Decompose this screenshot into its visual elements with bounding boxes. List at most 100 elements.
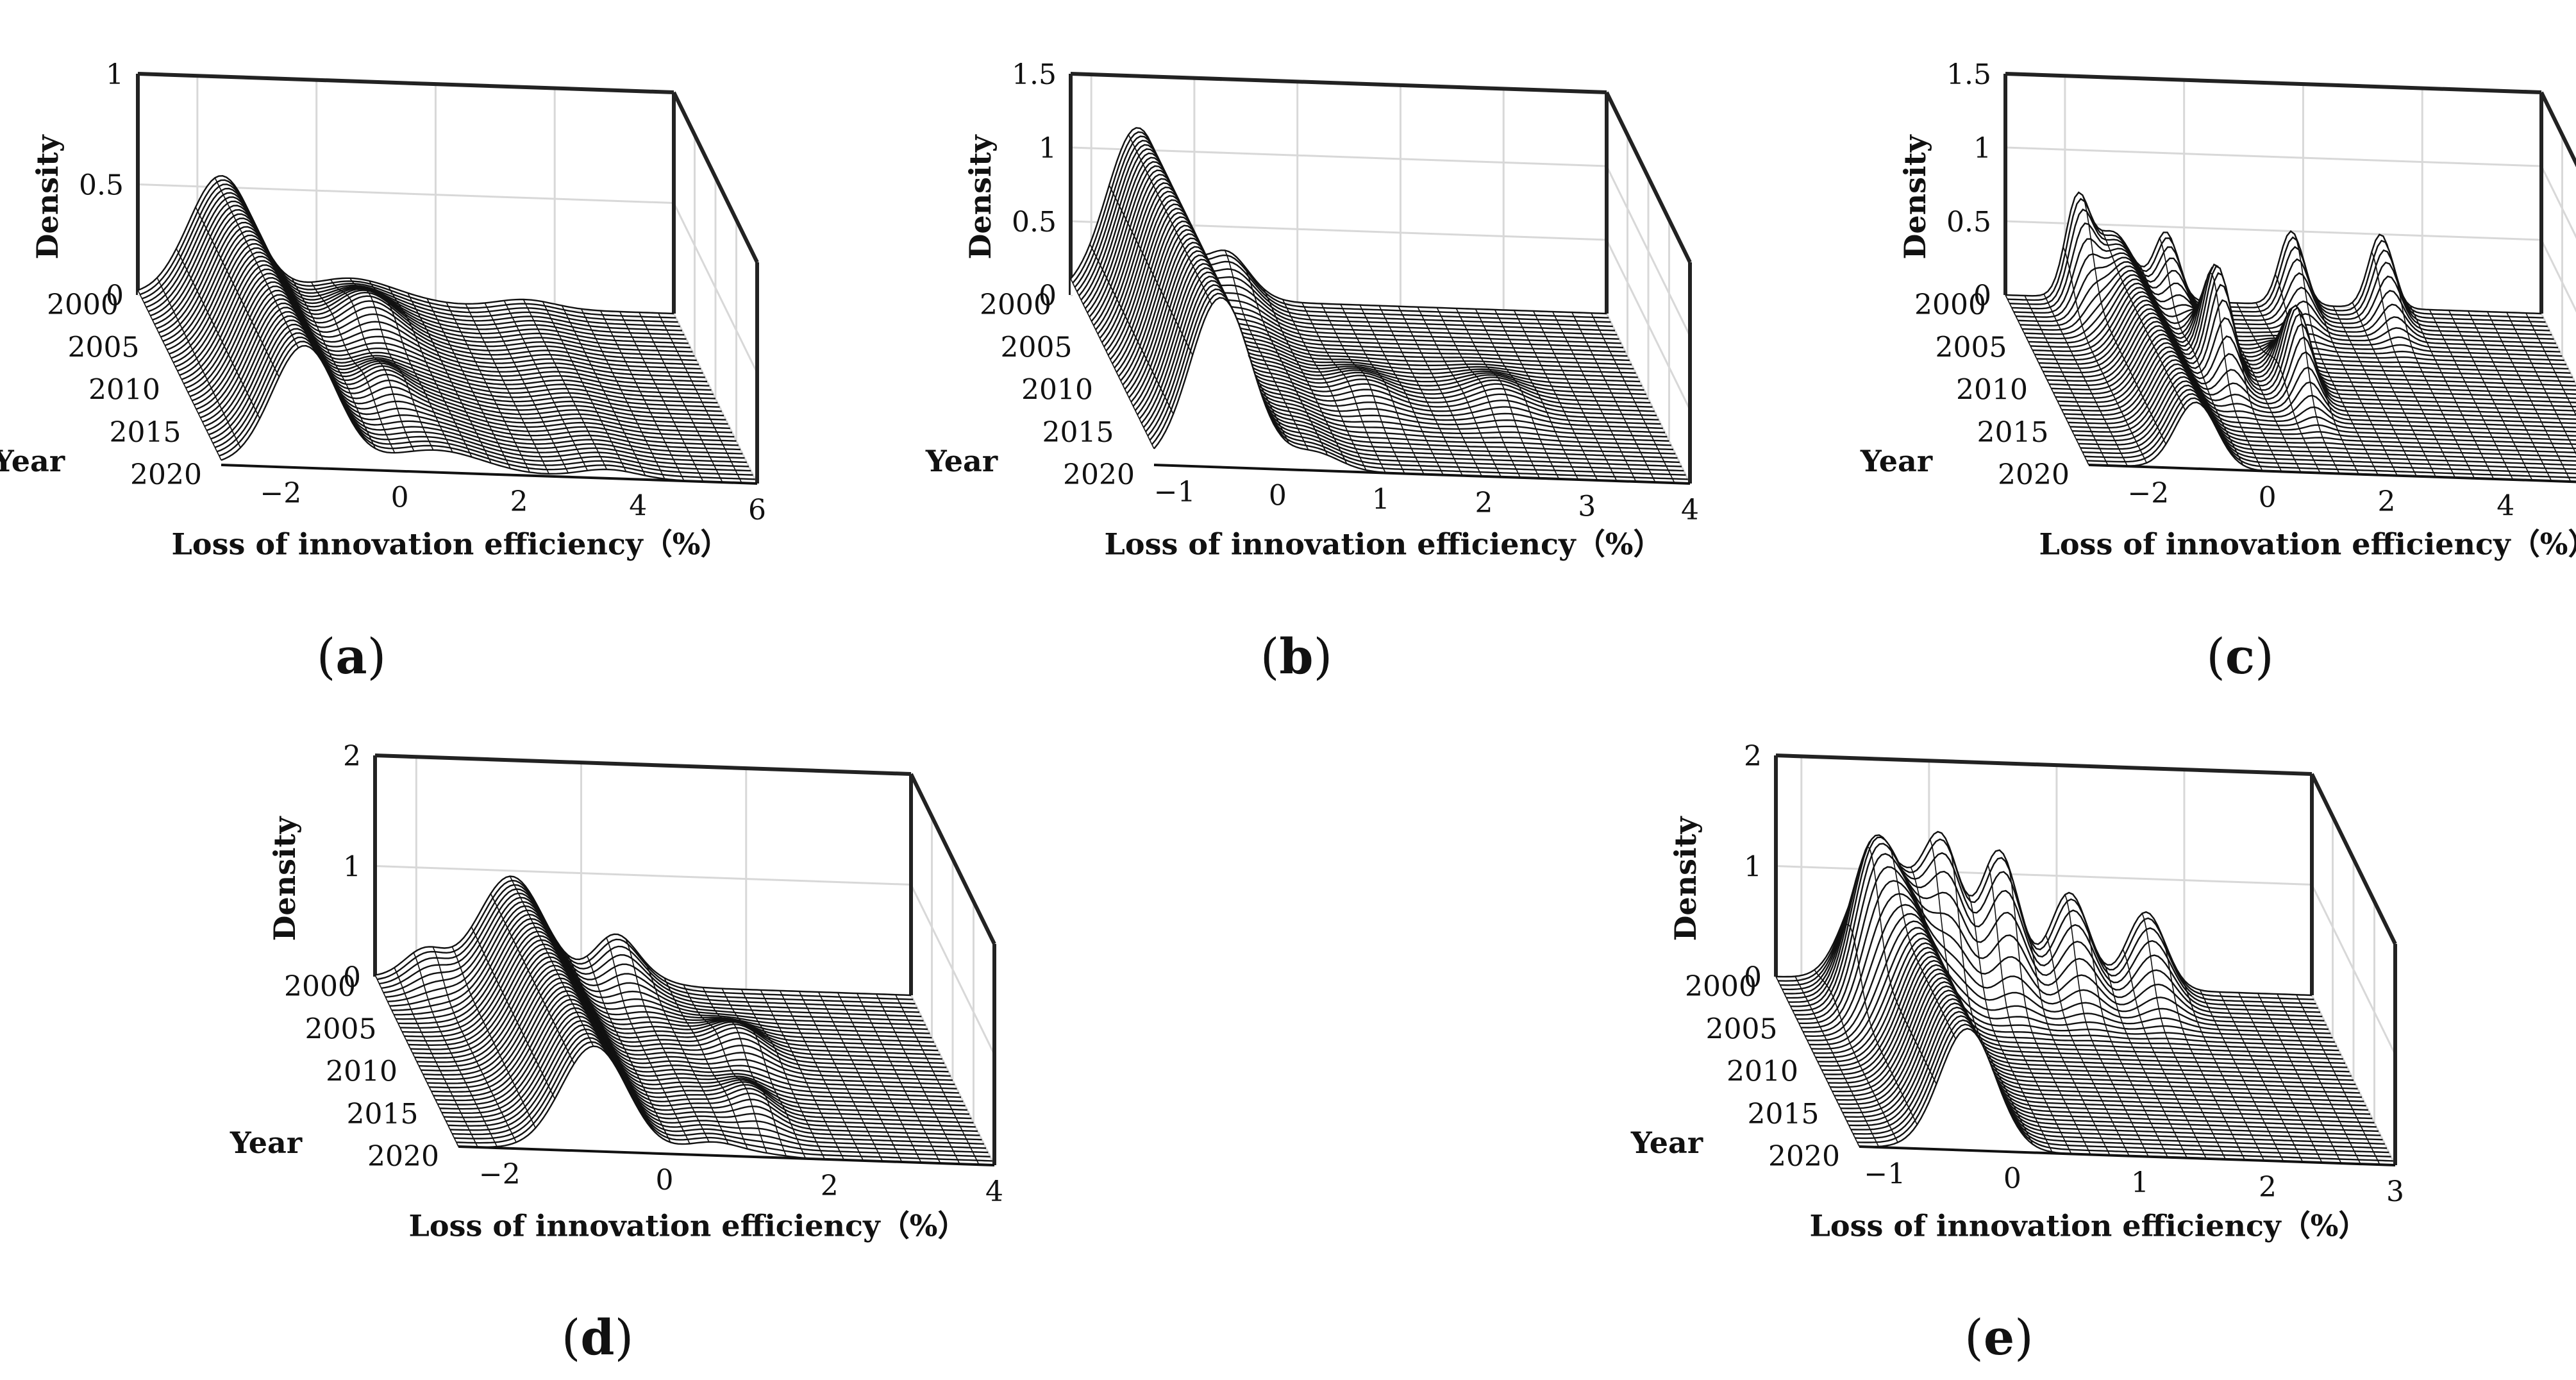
ridge-line-a-28 xyxy=(196,294,733,433)
mesh-line-d xyxy=(901,1007,905,1013)
mesh-line-d xyxy=(765,1034,769,1038)
mesh-line-d xyxy=(896,1073,899,1079)
mesh-line-a xyxy=(503,300,507,305)
mesh-line-b xyxy=(1496,351,1500,356)
mesh-line-d xyxy=(639,992,643,1000)
mesh-line-a xyxy=(674,463,678,468)
mesh-line-b xyxy=(1602,451,1605,456)
mesh-line-b xyxy=(1636,406,1640,411)
mesh-line-d xyxy=(851,1059,855,1064)
mesh-line-a xyxy=(361,332,365,339)
mesh-line-d xyxy=(858,1152,862,1157)
mesh-line-c xyxy=(2330,456,2334,461)
mesh-line-a xyxy=(376,314,380,323)
mesh-line-b xyxy=(1335,364,1338,368)
mesh-line-d xyxy=(564,963,567,969)
mesh-line-b xyxy=(1628,389,1632,394)
mesh-line-d xyxy=(481,1116,485,1122)
mesh-line-a xyxy=(181,379,185,384)
mesh-line-a xyxy=(430,337,433,343)
mesh-line-a xyxy=(684,405,688,410)
mesh-line-d xyxy=(623,1000,626,1008)
mesh-line-b xyxy=(1194,270,1198,275)
mesh-line-d xyxy=(693,1005,697,1009)
mesh-line-b xyxy=(1271,408,1275,414)
mesh-line-c xyxy=(2023,333,2027,338)
mesh-line-d xyxy=(779,990,783,995)
mesh-line-a xyxy=(250,218,254,224)
mesh-line-a xyxy=(510,433,514,439)
mesh-line-b xyxy=(1461,357,1465,362)
mesh-line-a xyxy=(622,428,625,433)
mesh-line-d xyxy=(640,1082,644,1088)
mesh-line-a xyxy=(490,316,494,321)
mesh-line-d xyxy=(948,1142,952,1147)
mesh-line-b xyxy=(1304,376,1308,382)
mesh-line-c xyxy=(2098,365,2102,370)
ridge-line-a-35 xyxy=(210,323,747,464)
mesh-line-d xyxy=(606,1048,609,1054)
mesh-line-a xyxy=(630,445,633,451)
mesh-line-c xyxy=(2491,437,2495,442)
mesh-line-a xyxy=(578,339,581,344)
mesh-line-a xyxy=(467,308,471,313)
mesh-line-a xyxy=(649,448,653,454)
mesh-line-b xyxy=(1276,385,1280,391)
mesh-line-c xyxy=(2352,423,2356,429)
mesh-line-b xyxy=(1632,435,1635,441)
mesh-line-d xyxy=(670,990,673,996)
mesh-line-a xyxy=(411,301,415,306)
ridge-line-a-10 xyxy=(158,217,695,357)
mesh-line-a xyxy=(238,443,241,448)
mesh-line-c xyxy=(2382,408,2386,413)
mesh-line-c xyxy=(2502,420,2506,426)
mesh-line-d xyxy=(633,1028,637,1034)
mesh-line-d xyxy=(688,1062,692,1067)
mesh-line-c xyxy=(2365,411,2369,417)
mesh-line-b xyxy=(1239,301,1242,308)
mesh-line-a xyxy=(587,431,591,436)
mesh-line-a xyxy=(513,401,516,407)
mesh-line-c xyxy=(2040,367,2044,372)
mesh-line-a xyxy=(424,432,428,437)
mesh-line-c xyxy=(2492,399,2495,405)
mesh-line-d xyxy=(820,1113,824,1118)
mesh-line-a xyxy=(508,308,511,314)
mesh-line-c xyxy=(2301,324,2305,337)
mesh-line-d xyxy=(704,991,708,997)
mesh-line-a xyxy=(521,418,524,423)
mesh-line-b xyxy=(1220,285,1224,290)
mesh-line-b xyxy=(1352,362,1355,366)
mesh-line-d xyxy=(431,1091,434,1096)
mesh-line-d xyxy=(425,1040,428,1046)
mesh-line-b xyxy=(1470,337,1474,343)
mesh-line-c xyxy=(2055,320,2059,326)
mesh-line-b xyxy=(1243,265,1247,271)
mesh-line-c xyxy=(2416,438,2420,444)
mesh-line-b xyxy=(1486,396,1490,403)
mesh-line-d xyxy=(438,1027,442,1032)
mesh-line-a xyxy=(385,343,389,349)
mesh-line-b xyxy=(1483,326,1487,331)
mesh-line-a xyxy=(198,362,202,367)
mesh-line-d xyxy=(880,1119,884,1124)
mesh-line-c xyxy=(2220,417,2223,423)
mesh-line-c xyxy=(2478,332,2481,337)
mesh-line-d xyxy=(876,1073,880,1078)
mesh-line-a xyxy=(686,410,690,415)
mesh-line-b xyxy=(1149,440,1153,445)
mesh-line-c xyxy=(2259,311,2263,316)
mesh-line-d xyxy=(590,1041,594,1047)
mesh-line-c xyxy=(2125,246,2128,251)
mesh-line-a xyxy=(227,203,230,208)
mesh-line-b xyxy=(1624,380,1627,386)
mesh-line-b xyxy=(1469,369,1473,373)
mesh-line-d xyxy=(945,1096,948,1102)
mesh-line-b xyxy=(1317,368,1321,373)
mesh-line-a xyxy=(388,286,391,291)
mesh-line-d xyxy=(402,988,406,994)
mesh-line-d xyxy=(907,1095,910,1100)
mesh-line-c xyxy=(2075,359,2078,364)
mesh-line-b xyxy=(1344,426,1348,432)
mesh-line-b xyxy=(1513,310,1517,315)
